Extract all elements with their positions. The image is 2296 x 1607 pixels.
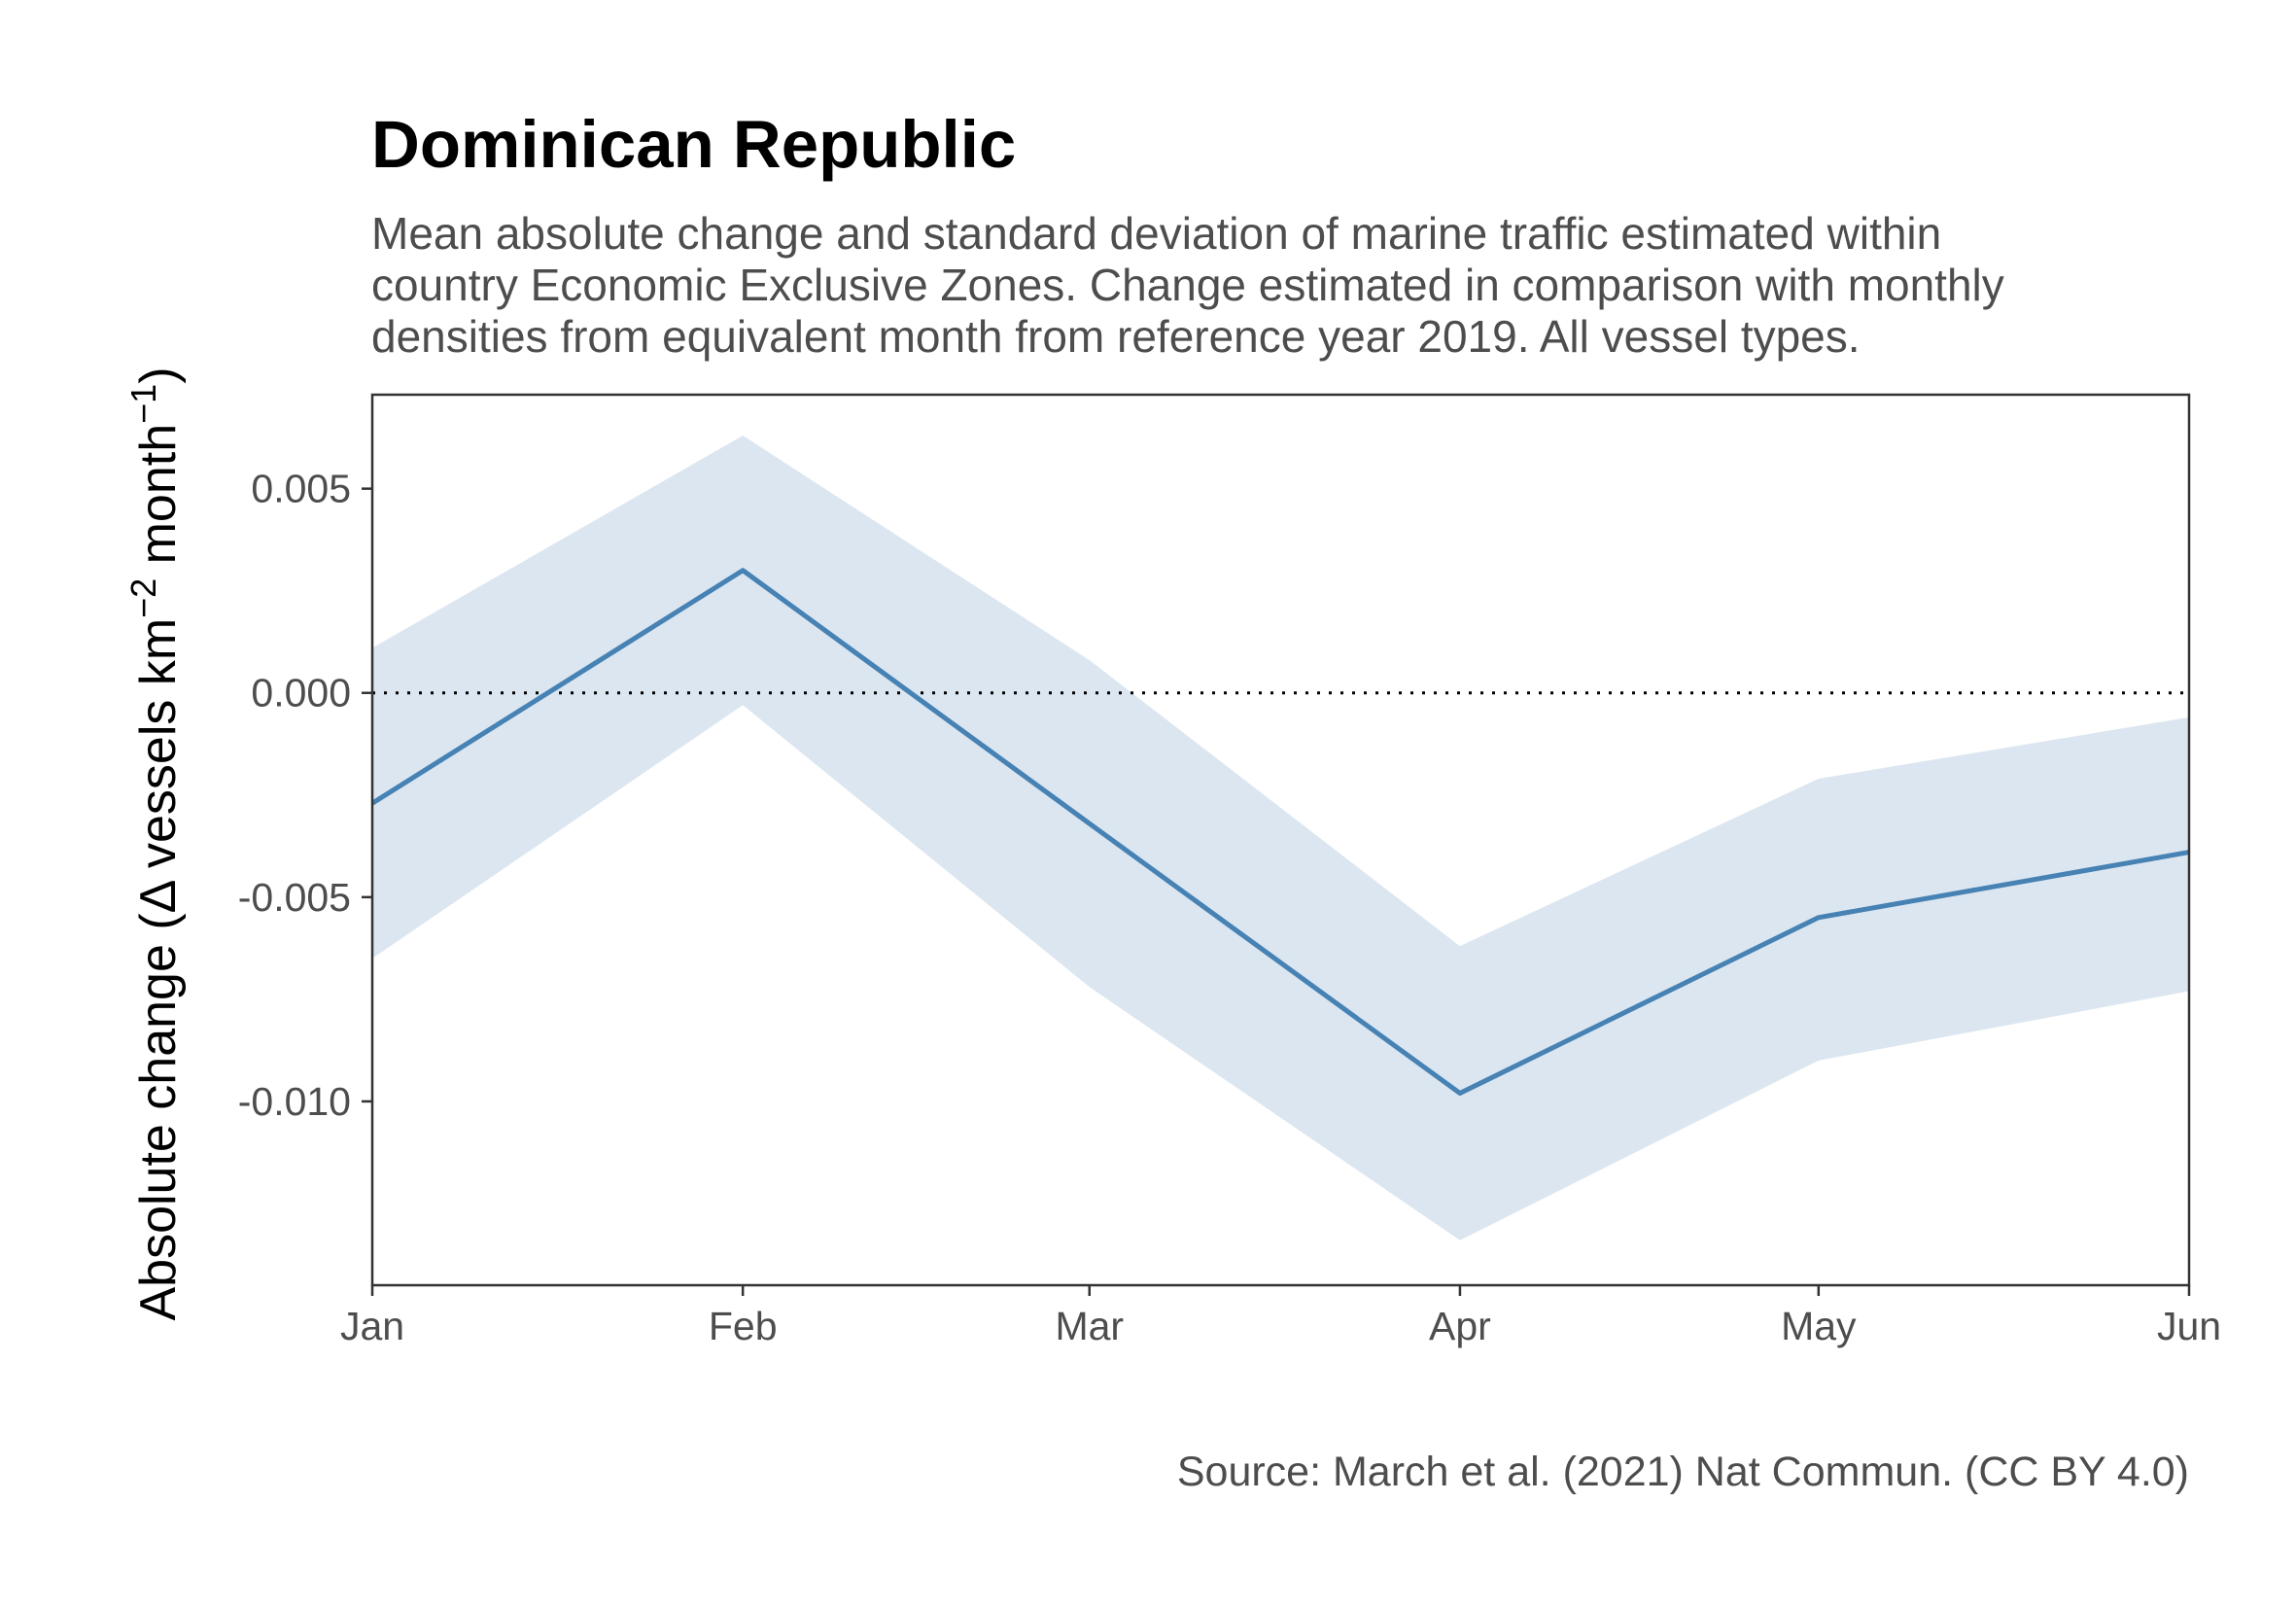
y-tick-label: -0.005 xyxy=(238,875,351,920)
y-axis-label-prefix: Absolute change ( xyxy=(130,913,187,1321)
x-tick-label: Jan xyxy=(340,1304,404,1348)
chart-subtitle-line-3: densities from equivalent month from ref… xyxy=(371,311,1861,362)
chart-title: Dominican Republic xyxy=(371,107,1016,182)
x-tick-label: Jun xyxy=(2157,1304,2221,1348)
x-tick-label: Apr xyxy=(1429,1304,1491,1348)
y-axis-label-main: vessels km xyxy=(130,618,187,883)
delta-symbol: Δ xyxy=(130,880,187,913)
mean-change-line xyxy=(370,568,2190,1096)
chart-caption: Source: March et al. (2021) Nat Commun. … xyxy=(1177,1449,2189,1495)
y-axis-label-exp2: −1 xyxy=(123,384,163,424)
x-axis: Jan Feb Mar Apr May Jun xyxy=(340,1285,2221,1348)
x-tick-label: May xyxy=(1781,1304,1857,1348)
y-tick-label: 0.000 xyxy=(251,671,351,716)
y-axis-label: Absolute change (Δ vessels km−2 month−1) xyxy=(123,367,187,1320)
y-axis: 0.005 0.000 -0.005 -0.010 xyxy=(238,467,372,1124)
y-tick-label: -0.010 xyxy=(238,1079,351,1124)
y-tick-label: 0.005 xyxy=(251,467,351,511)
sd-band xyxy=(372,436,2189,1240)
chart-subtitle-line-2: country Economic Exclusive Zones. Change… xyxy=(371,260,2004,310)
x-tick-label: Mar xyxy=(1055,1304,1124,1348)
y-axis-label-suffix: ) xyxy=(130,367,187,383)
x-tick-label: Feb xyxy=(709,1304,778,1348)
chart-subtitle-line-1: Mean absolute change and standard deviat… xyxy=(371,208,1941,259)
plot-panel-border xyxy=(370,393,2191,1287)
y-axis-label-exp1: −2 xyxy=(123,578,163,618)
y-axis-label-mid: month xyxy=(130,424,187,578)
